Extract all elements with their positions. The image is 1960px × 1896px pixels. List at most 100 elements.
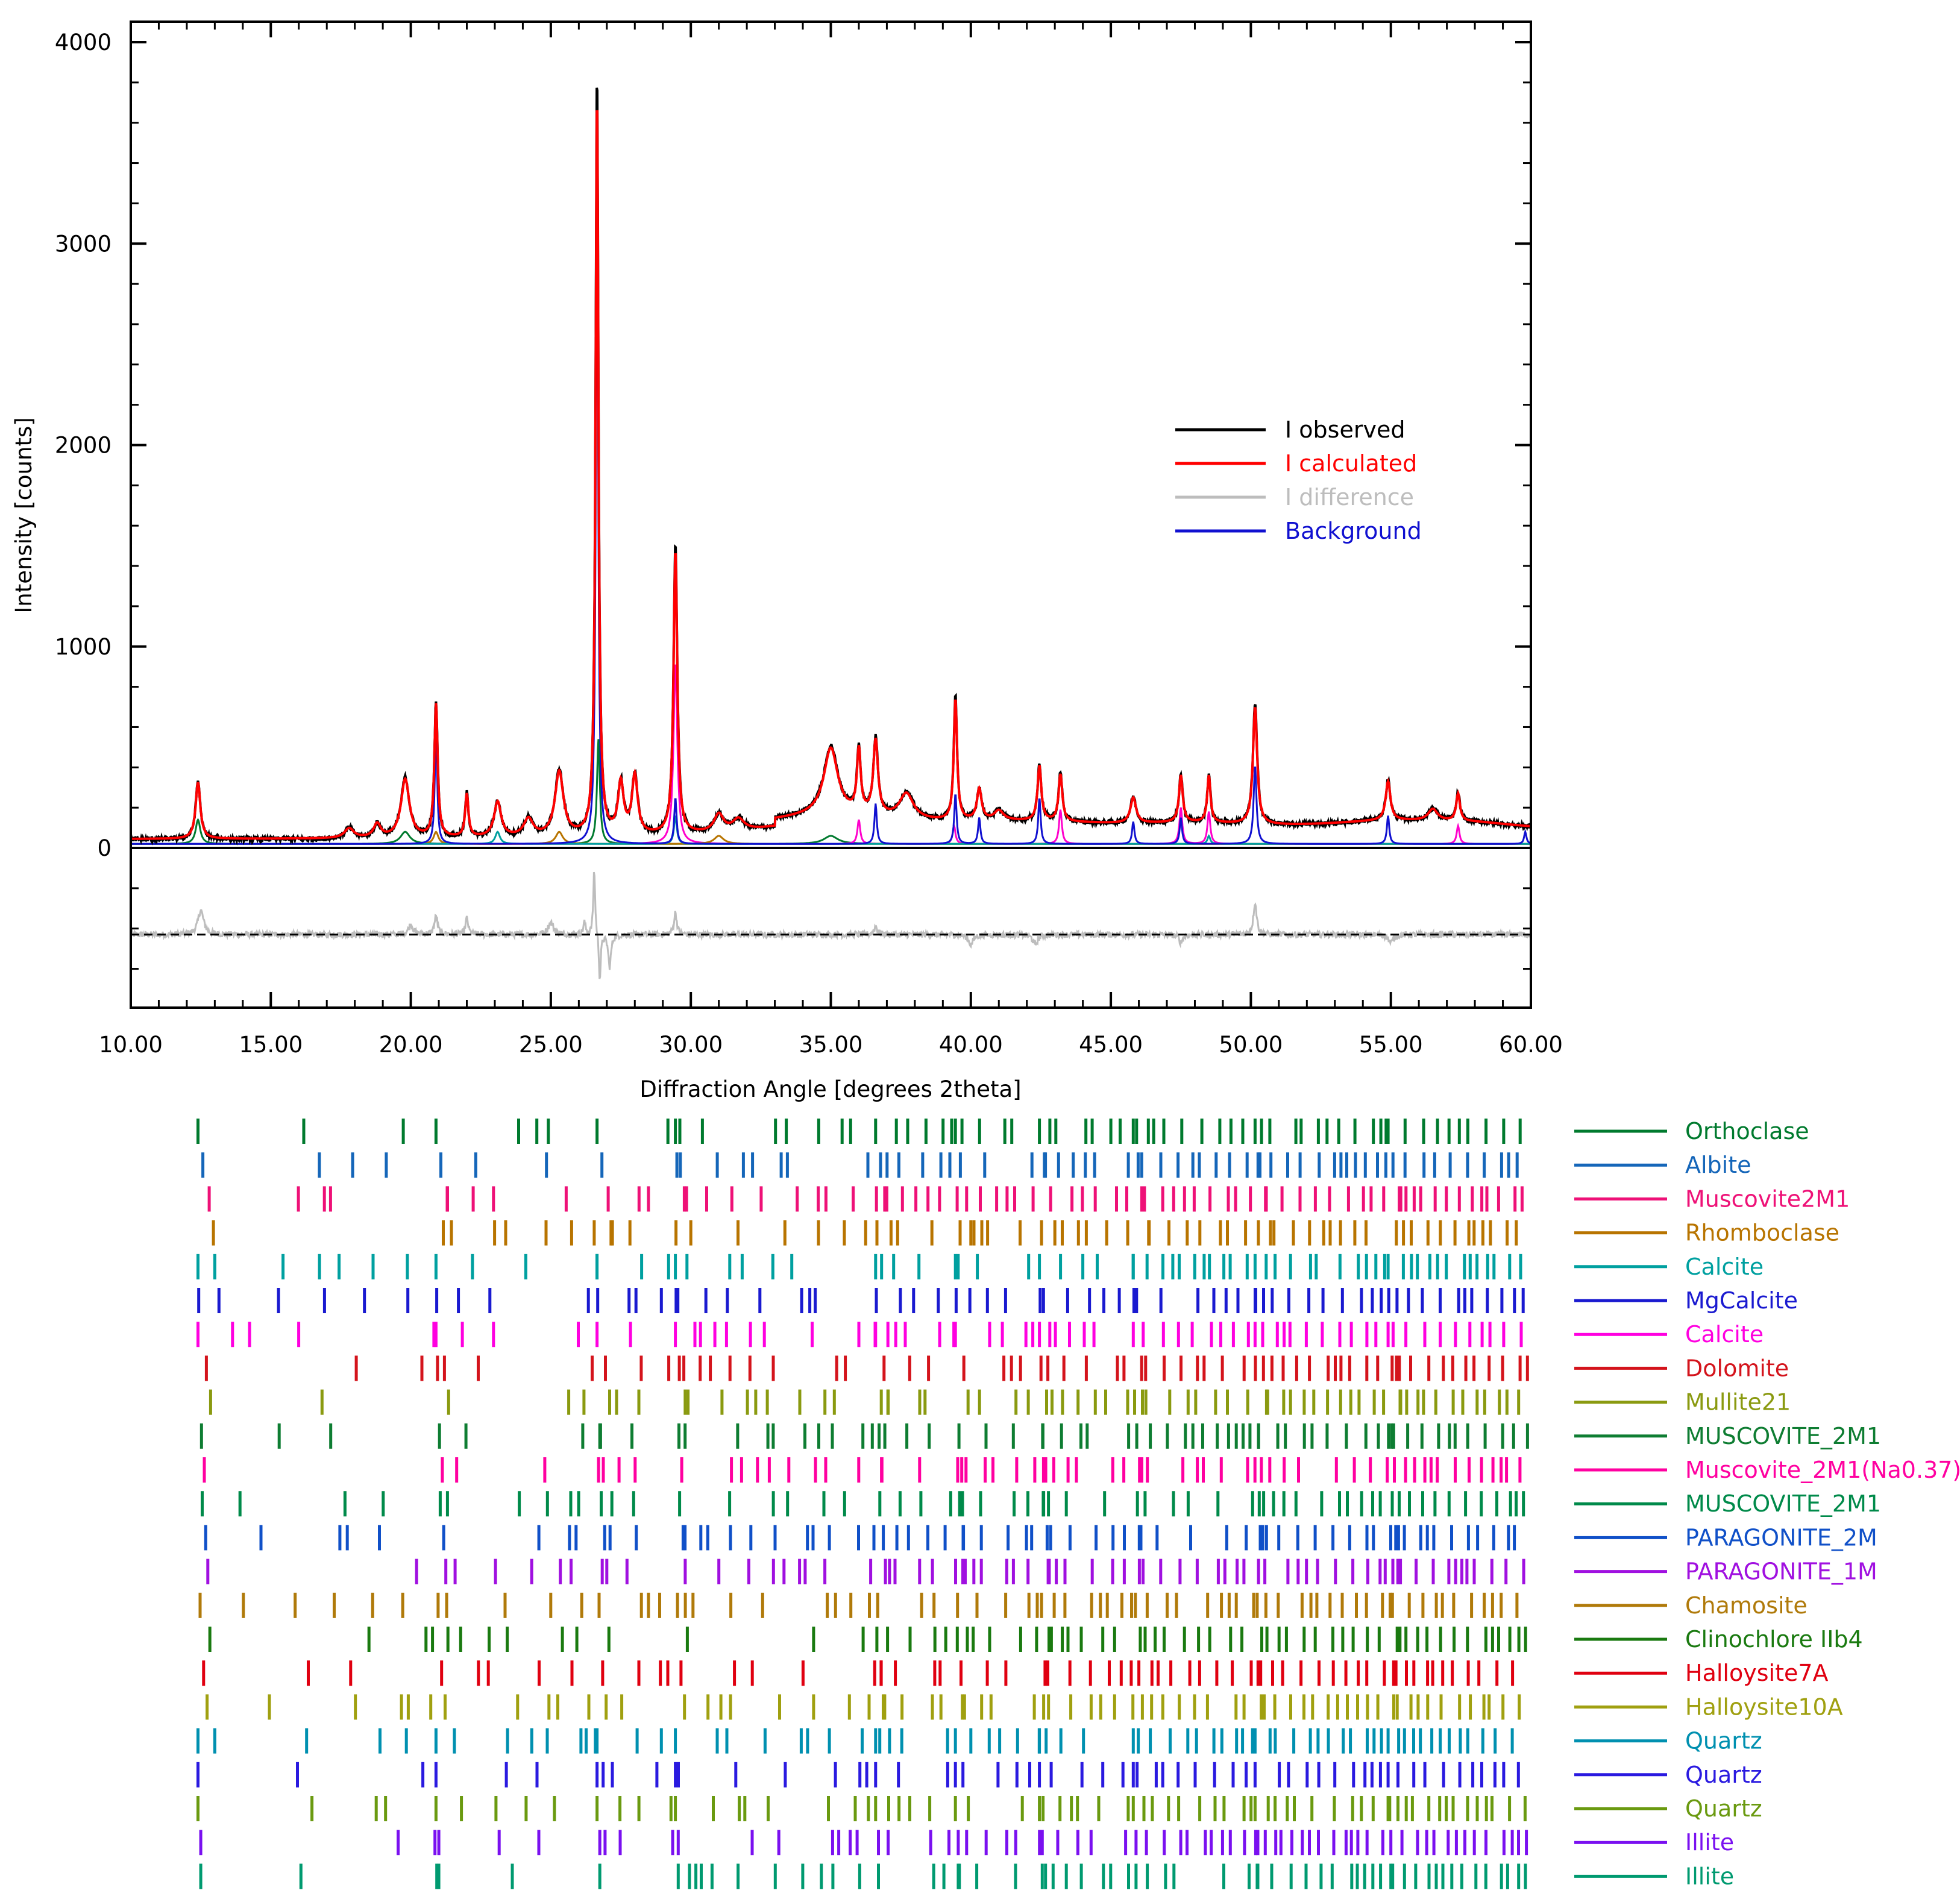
phase-tick — [1398, 1186, 1401, 1212]
phase-tick — [1242, 1423, 1245, 1449]
phase-tick — [1394, 1660, 1398, 1686]
phase-tick — [1159, 1288, 1163, 1313]
phase-tick — [600, 1559, 604, 1584]
phase-tick — [535, 1119, 539, 1144]
phase-tick — [1500, 1288, 1504, 1313]
phase-tick — [248, 1322, 251, 1348]
phase-tick — [1243, 1830, 1246, 1856]
phase-row — [206, 1694, 1521, 1720]
phase-tick — [897, 1152, 900, 1178]
phase-tick — [1015, 1762, 1019, 1788]
phase-tick — [729, 1694, 732, 1720]
phase-tick — [1292, 1220, 1295, 1246]
phase-tick — [459, 1627, 462, 1652]
phase-tick — [1046, 1559, 1050, 1584]
phase-tick — [1416, 1254, 1419, 1279]
phase-tick — [1311, 1694, 1315, 1720]
phase-tick — [1488, 1322, 1492, 1348]
phase-tick — [1474, 1863, 1478, 1889]
phase-tick — [537, 1830, 541, 1856]
phase-tick — [1111, 1525, 1115, 1551]
phase-tick — [597, 1592, 601, 1618]
phase-tick — [713, 1322, 717, 1348]
phase-tick — [1357, 1660, 1360, 1686]
phase-tick — [1461, 1389, 1465, 1415]
phase-tick — [632, 1491, 635, 1517]
phase-tick — [1005, 1186, 1009, 1212]
phase-tick — [1421, 1288, 1424, 1313]
phase-tick — [676, 1830, 680, 1856]
phase-tick — [1039, 1355, 1043, 1381]
phase-tick — [1040, 1863, 1044, 1889]
phase-tick — [1334, 1559, 1337, 1584]
phase-tick — [1308, 1830, 1311, 1856]
phase-tick — [320, 1389, 324, 1415]
phase-tick — [1483, 1389, 1486, 1415]
phase-tick — [575, 1627, 579, 1652]
phase-tick — [1150, 1694, 1154, 1720]
phase-tick — [1040, 1220, 1043, 1246]
phase-tick — [967, 1796, 970, 1821]
phase-tick — [899, 1288, 902, 1313]
phase-tick — [1365, 1830, 1369, 1856]
phase-tick — [431, 1627, 435, 1652]
phase-tick — [771, 1559, 775, 1584]
phase-tick — [1464, 1491, 1468, 1517]
phase-tick — [1423, 1762, 1427, 1788]
phase-tick — [1410, 1254, 1413, 1279]
phase-tick — [1227, 1186, 1230, 1212]
phase-tick — [1325, 1423, 1329, 1449]
phase-tick — [1010, 1355, 1013, 1381]
phase-tick — [1451, 1796, 1455, 1821]
phase-tick — [756, 1457, 759, 1483]
phase-tick — [895, 1525, 899, 1551]
phase-tick — [1400, 1830, 1404, 1856]
phase-tick — [1031, 1322, 1035, 1348]
phase-tick — [1183, 1186, 1186, 1212]
phase-tick — [1159, 1152, 1163, 1178]
phase-tick — [1051, 1389, 1054, 1415]
phase-tick — [537, 1525, 541, 1551]
phase-tick — [1339, 1389, 1342, 1415]
phase-tick — [828, 1728, 831, 1754]
phase-tick — [471, 1254, 474, 1279]
phase-tick — [322, 1288, 326, 1313]
phase-tick — [1049, 1627, 1053, 1652]
phase-tick — [1104, 1389, 1107, 1415]
phase-tick — [600, 1152, 604, 1178]
phase-tick — [1327, 1355, 1330, 1381]
phase-tick — [297, 1322, 301, 1348]
phase-tick — [1176, 1152, 1180, 1178]
phase-tick — [1282, 1491, 1286, 1517]
phase-tick — [1014, 1863, 1017, 1889]
phase-tick — [1096, 1254, 1099, 1279]
phase-tick — [784, 1762, 787, 1788]
phase-tick — [1508, 1627, 1512, 1652]
phase-tick — [1286, 1559, 1290, 1584]
phase-tick — [979, 1186, 982, 1212]
phase-tick — [798, 1389, 802, 1415]
phase-tick — [766, 1423, 770, 1449]
phase-tick — [1316, 1119, 1320, 1144]
phase-tick — [1159, 1559, 1163, 1584]
phase-tick — [582, 1389, 586, 1415]
phase-tick — [1053, 1220, 1057, 1246]
phase-tick — [1327, 1694, 1330, 1720]
phase-tick — [1143, 1491, 1147, 1517]
phase-tick — [630, 1423, 633, 1449]
phase-tick — [1245, 1525, 1248, 1551]
phase-tick — [1038, 1254, 1041, 1279]
phase-tick — [1146, 1119, 1150, 1144]
phase-tick — [1296, 1525, 1299, 1551]
phase-tick — [1220, 1728, 1223, 1754]
phase-tick — [553, 1796, 556, 1821]
phase-tick — [1466, 1423, 1469, 1449]
phase-tick — [1066, 1627, 1070, 1652]
phase-tick — [798, 1559, 802, 1584]
phase-tick — [1392, 1660, 1395, 1686]
phase-row — [204, 1355, 1529, 1381]
phase-tick — [686, 1389, 690, 1415]
phase-tick — [442, 1220, 445, 1246]
phase-tick — [296, 1762, 299, 1788]
